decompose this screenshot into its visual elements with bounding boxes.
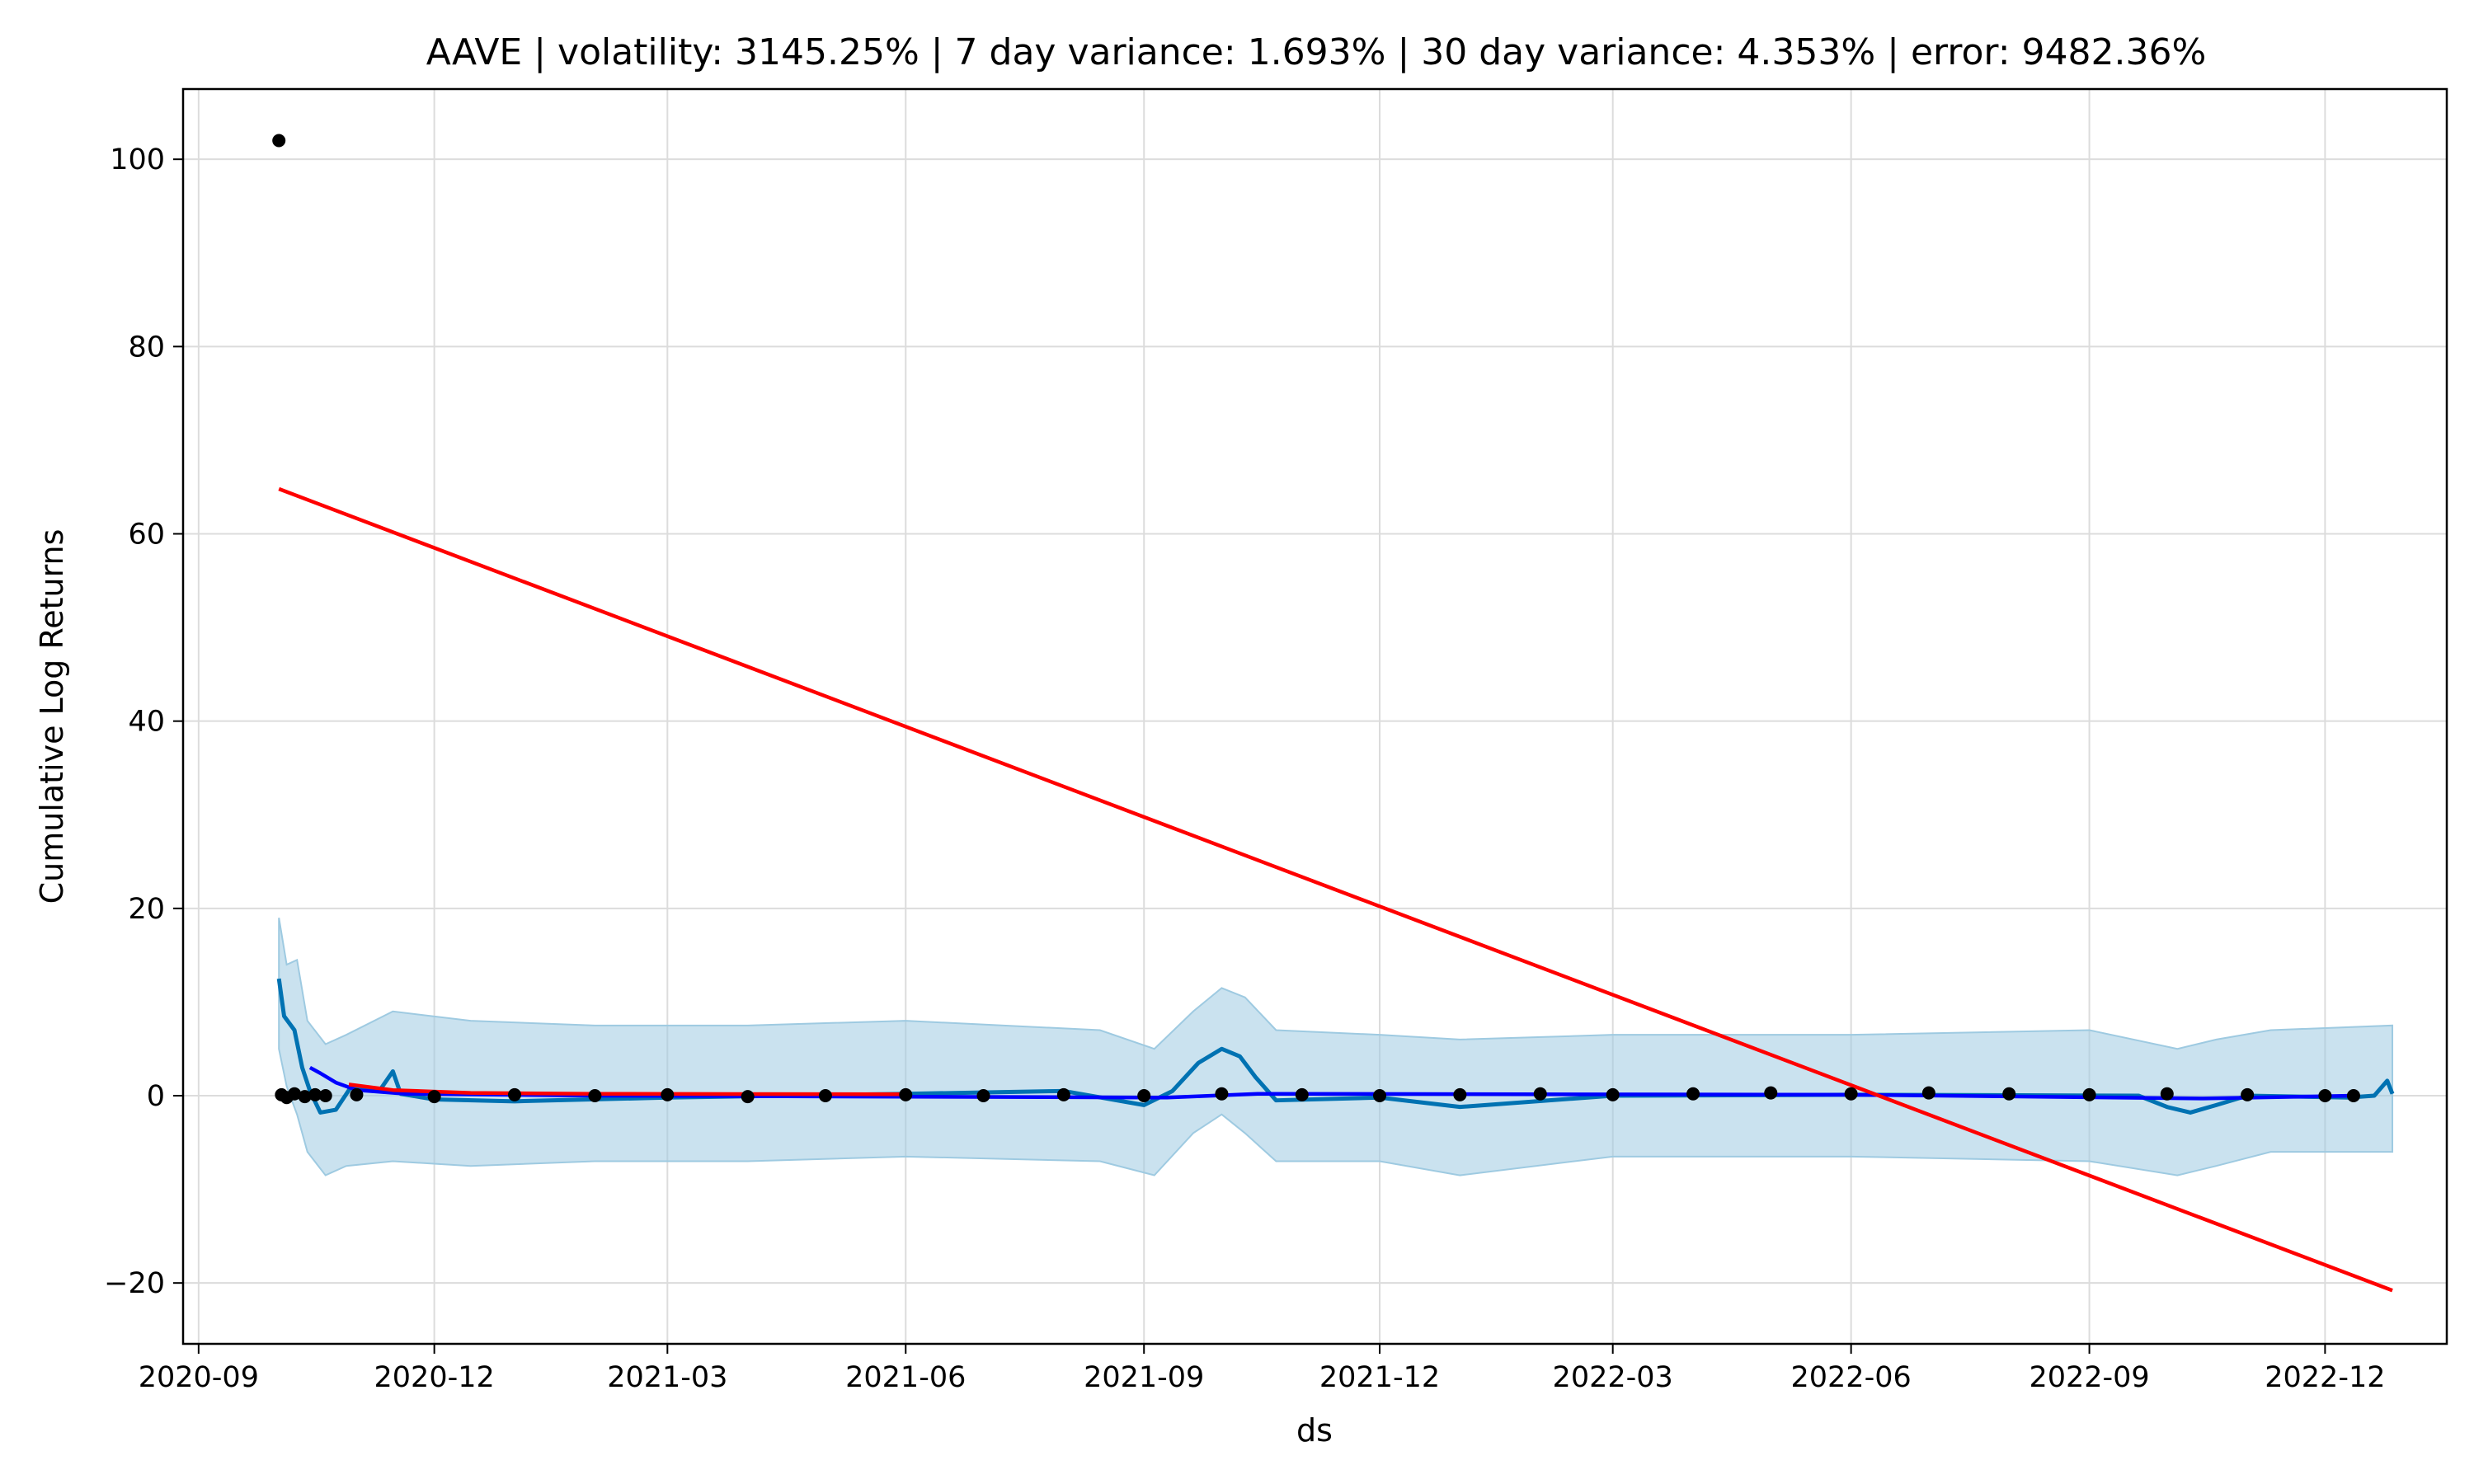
observed-point-28 (2002, 1087, 2016, 1101)
x-tick-label-8: 2022-09 (2029, 1361, 2149, 1394)
trend-line-line-3 (278, 486, 2393, 1293)
observed-point-31 (2241, 1087, 2255, 1101)
x-tick-label-1: 2020-12 (374, 1361, 495, 1394)
observed-point-22 (1533, 1087, 1547, 1101)
observed-point-30 (2160, 1087, 2174, 1101)
forecast-line-1 (276, 978, 2395, 1115)
observed-point-32 (2318, 1089, 2332, 1103)
observed-point-27 (1921, 1086, 1935, 1100)
observed-point-15 (976, 1089, 990, 1103)
observed-point-12 (741, 1090, 755, 1104)
x-tick-label-4: 2021-09 (1084, 1361, 1204, 1394)
y-tick-label-5: 80 (128, 331, 165, 364)
observed-point-24 (1686, 1087, 1700, 1101)
observed-point-9 (508, 1087, 522, 1101)
observed-point-23 (1606, 1087, 1620, 1101)
observed-point-8 (427, 1090, 441, 1104)
observed-point-3 (288, 1087, 302, 1101)
observed-point-6 (318, 1089, 332, 1103)
observed-point-0 (272, 134, 286, 148)
observed-point-17 (1137, 1089, 1151, 1103)
y-tick-label-1: 0 (147, 1080, 165, 1113)
x-tick-label-0: 2020-09 (139, 1361, 259, 1394)
x-tick-label-7: 2022-06 (1791, 1361, 1912, 1394)
chart-title: AAVE | volatility: 3145.25% | 7 day vari… (426, 31, 2207, 73)
y-tick-label-6: 100 (110, 143, 165, 176)
observed-point-4 (298, 1090, 312, 1104)
observed-point-14 (899, 1087, 913, 1101)
observed-point-11 (661, 1087, 675, 1101)
y-axis-ticks: −20 0 20 40 60 80 100 (104, 143, 183, 1300)
observed-point-5 (308, 1087, 322, 1101)
observed-point-13 (818, 1089, 832, 1103)
trend-line-line-4 (348, 1082, 906, 1097)
observed-point-19 (1295, 1087, 1309, 1101)
x-axis-label: ds (1296, 1412, 1333, 1449)
observed-point-25 (1764, 1086, 1778, 1100)
observed-point-16 (1056, 1087, 1070, 1101)
x-tick-label-5: 2021-12 (1319, 1361, 1440, 1394)
x-tick-label-9: 2022-12 (2265, 1361, 2385, 1394)
observed-point-33 (2346, 1089, 2360, 1103)
observed-point-26 (1844, 1087, 1858, 1101)
y-tick-label-3: 40 (128, 706, 165, 739)
y-tick-label-2: 20 (128, 893, 165, 926)
x-axis-ticks: 2020-09 2020-12 2021-03 2021-06 2021-09 2021-… (139, 1344, 2386, 1394)
observed-point-29 (2082, 1087, 2096, 1101)
observed-point-21 (1453, 1087, 1467, 1101)
x-tick-label-6: 2022-03 (1553, 1361, 1673, 1394)
y-tick-label-4: 60 (128, 519, 165, 552)
observed-point-7 (350, 1087, 364, 1101)
plot-content (272, 134, 2395, 1293)
plot-frame (181, 87, 2448, 1345)
y-axis-label: Cumulative Log Returns (34, 529, 70, 904)
observed-point-20 (1373, 1089, 1387, 1103)
observed-point-10 (588, 1089, 602, 1103)
x-tick-label-3: 2021-06 (845, 1361, 966, 1394)
uncertainty-band (278, 918, 2394, 1176)
y-tick-label-0: −20 (104, 1267, 165, 1300)
observed-point-18 (1215, 1087, 1229, 1101)
x-tick-label-2: 2021-03 (607, 1361, 727, 1394)
